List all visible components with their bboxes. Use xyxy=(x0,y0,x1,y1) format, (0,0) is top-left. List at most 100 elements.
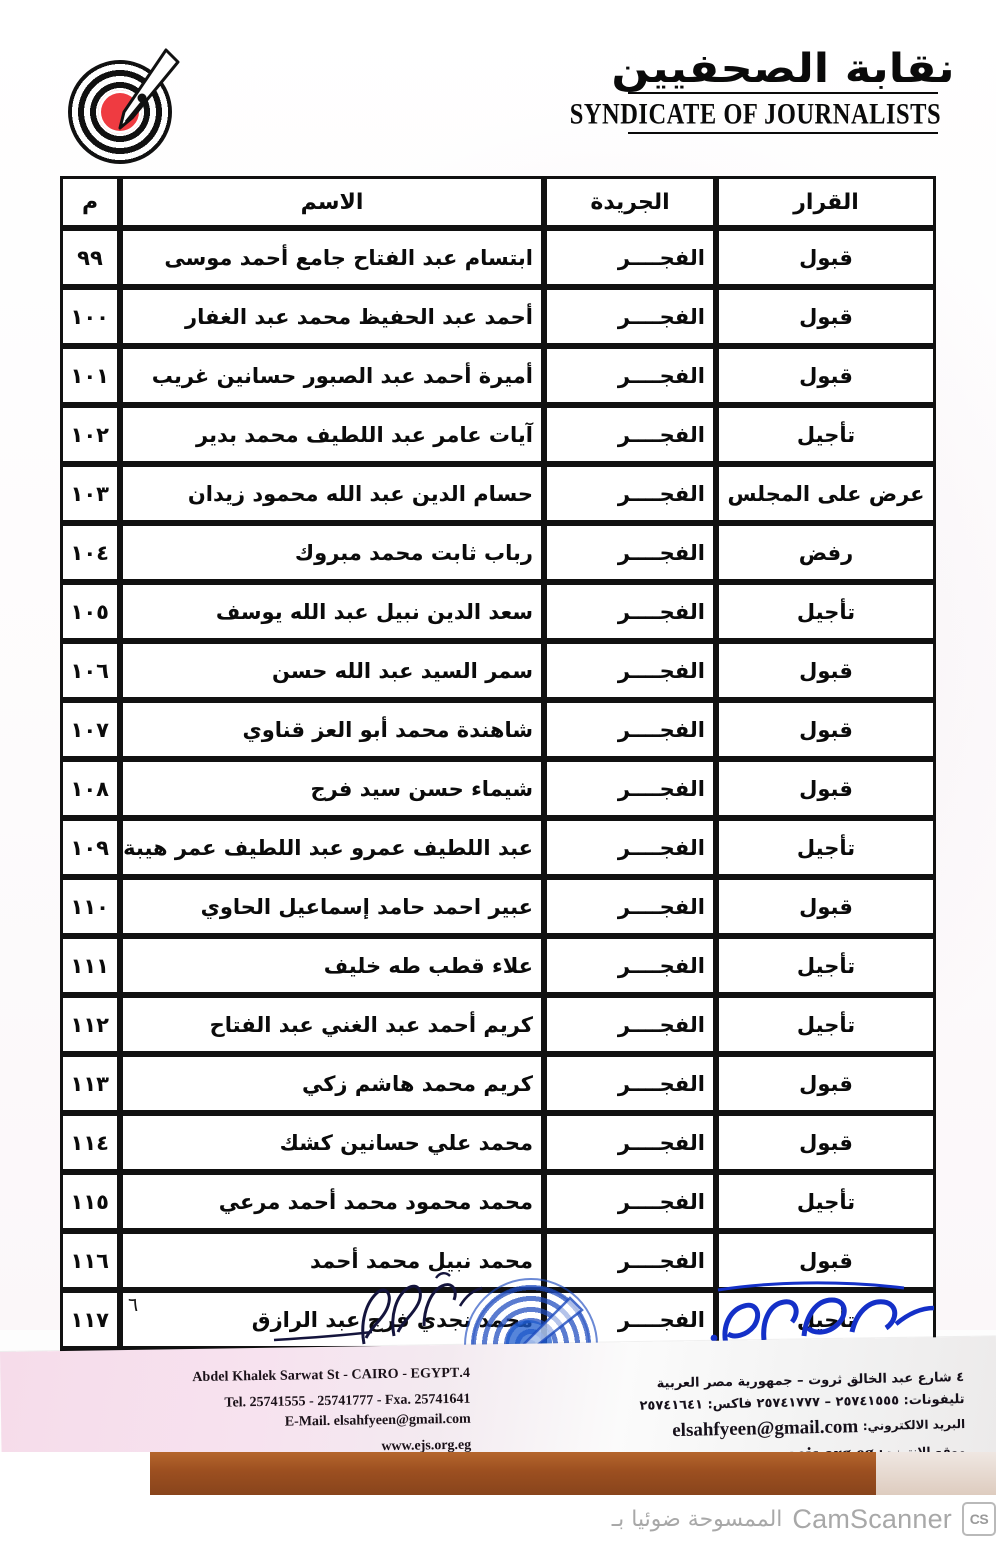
cell-decision: قبول xyxy=(716,759,936,818)
cell-decision: قبول xyxy=(716,877,936,936)
cell-name: حسام الدين عبد الله محمود زيدان xyxy=(120,464,544,523)
table-row: تأجيل الفجــــر كريم أحمد عبد الغني عبد ال… xyxy=(60,995,936,1054)
cell-number: ١٠٤ xyxy=(60,523,120,582)
cell-name: محمد نبيل محمد أحمد xyxy=(120,1231,544,1290)
cell-name: شيماء حسن سيد فرج xyxy=(120,759,544,818)
column-header-newspaper: الجريدة xyxy=(544,176,716,228)
footer-email-en: E-Mail. elsahfyeen@gmail.com xyxy=(284,1411,471,1430)
cell-name: ابتسام عبد الفتاح جامع أحمد موسى xyxy=(120,228,544,287)
syndicate-title-block: نقابة الصحفيين SYNDICATE OF JOURNALISTS xyxy=(570,48,956,134)
desk-surface xyxy=(0,1452,996,1500)
footer-email-ar: البريد الالكتروني: elsahfyeen@gmail.com xyxy=(585,1414,965,1444)
table-row: قبول الفجــــر شيماء حسن سيد فرج ١٠٨ xyxy=(60,759,936,818)
cell-newspaper: الفجــــر xyxy=(544,877,716,936)
footer-email-label-ar: البريد الالكتروني: xyxy=(862,1416,966,1434)
cell-name: آيات عامر عبد اللطيف محمد بدير xyxy=(120,405,544,464)
cell-name: أحمد عبد الحفيظ محمد عبد الغفار xyxy=(120,287,544,346)
cell-number: ١١٤ xyxy=(60,1113,120,1172)
cell-number: ١١٦ xyxy=(60,1231,120,1290)
syndicate-logo xyxy=(62,48,182,172)
cell-name: كريم أحمد عبد الغني عبد الفتاح xyxy=(120,995,544,1054)
cell-newspaper: الفجــــر xyxy=(544,346,716,405)
title-arabic: نقابة الصحفيين xyxy=(611,46,955,92)
table-row: قبول الفجــــر شاهندة محمد أبو العز قناوي ١… xyxy=(60,700,936,759)
title-divider-bottom xyxy=(628,132,938,134)
cell-decision: تأجيل xyxy=(716,995,936,1054)
desk-left-margin xyxy=(0,1452,150,1500)
cell-name: رباب ثابت محمد مبروك xyxy=(120,523,544,582)
cell-name: كريم محمد هاشم زكي xyxy=(120,1054,544,1113)
cell-number: ١١٠ xyxy=(60,877,120,936)
desk-right-margin xyxy=(876,1452,996,1500)
cell-decision: تأجيل xyxy=(716,1172,936,1231)
table-body: قبول الفجــــر ابتسام عبد الفتاح جامع أحمد… xyxy=(60,228,936,1408)
handwritten-signature-left-icon xyxy=(273,1272,483,1345)
cell-number: ١٠١ xyxy=(60,346,120,405)
cell-newspaper: الفجــــر xyxy=(544,700,716,759)
cell-name: عبير احمد حامد إسماعيل الحاوي xyxy=(120,877,544,936)
cell-number: ٩٩ xyxy=(60,228,120,287)
cell-number: ١٠٥ xyxy=(60,582,120,641)
cell-newspaper: الفجــــر xyxy=(544,936,716,995)
table-row: قبول الفجــــر محمد نبيل محمد أحمد ١١٦ xyxy=(60,1231,936,1290)
cell-number: ١٠٨ xyxy=(60,759,120,818)
table-row: عرض على المجلس الفجــــر حسام الدين عبد ال… xyxy=(60,464,936,523)
cell-decision: قبول xyxy=(716,287,936,346)
cell-number: ١٠٠ xyxy=(60,287,120,346)
table-row: تأجيل الفجــــر علاء قطب طه خليف ١١١ xyxy=(60,936,936,995)
cell-number: ١١٧ xyxy=(60,1290,120,1349)
cell-decision: تأجيل xyxy=(716,582,936,641)
table-row: قبول الفجــــر سمر السيد عبد الله حسن ١٠٦ xyxy=(60,641,936,700)
cell-decision: قبول xyxy=(716,228,936,287)
table-row: تأجيل الفجــــر آيات عامر عبد اللطيف محمد … xyxy=(60,405,936,464)
cell-name: محمد محمود محمد أحمد مرعي xyxy=(120,1172,544,1231)
document-header: نقابة الصحفيين SYNDICATE OF JOURNALISTS xyxy=(0,46,996,176)
table-row: قبول الفجــــر كريم محمد هاشم زكي ١١٣ xyxy=(60,1054,936,1113)
footer-phones-ar: تليفونات: ٢٥٧٤١٥٥٥ – ٢٥٧٤١٧٧٧ فاكس: ٢٥٧٤… xyxy=(639,1391,965,1414)
cell-number: ١٠٣ xyxy=(60,464,120,523)
camscanner-arabic-text: الممسوحة ضوئيا بـ xyxy=(611,1506,783,1532)
cell-decision: قبول xyxy=(716,641,936,700)
cell-newspaper: الفجــــر xyxy=(544,995,716,1054)
cell-newspaper: الفجــــر xyxy=(544,641,716,700)
cell-decision: عرض على المجلس xyxy=(716,464,936,523)
table-row: قبول الفجــــر عبير احمد حامد إسماعيل الحا… xyxy=(60,877,936,936)
cell-newspaper: الفجــــر xyxy=(544,818,716,877)
footer-email-value-ar: elsahfyeen@gmail.com xyxy=(672,1416,859,1442)
column-header-number: م xyxy=(60,176,120,228)
cell-decision: قبول xyxy=(716,1054,936,1113)
column-header-decision: القرار xyxy=(716,176,936,228)
page-number: ٦ xyxy=(128,1294,139,1316)
cell-newspaper: الفجــــر xyxy=(544,1054,716,1113)
cell-name: عبد اللطيف عمرو عبد اللطيف عمر هيبة xyxy=(120,818,544,877)
decisions-table: القرار الجريدة الاسم م قبول الفجــــر ابتس… xyxy=(60,176,936,1408)
cell-number: ١١٣ xyxy=(60,1054,120,1113)
table-row: قبول الفجــــر ابتسام عبد الفتاح جامع أحمد… xyxy=(60,228,936,287)
cell-newspaper: الفجــــر xyxy=(544,1113,716,1172)
cell-decision: رفض xyxy=(716,523,936,582)
cell-number: ١٠٦ xyxy=(60,641,120,700)
cell-name: محمد علي حسانين كشك xyxy=(120,1113,544,1172)
cell-decision: تأجيل xyxy=(716,818,936,877)
cell-number: ١١١ xyxy=(60,936,120,995)
cell-name: علاء قطب طه خليف xyxy=(120,936,544,995)
table-header-row: القرار الجريدة الاسم م xyxy=(60,176,936,228)
cell-name: شاهندة محمد أبو العز قناوي xyxy=(120,700,544,759)
camscanner-badge-icon: CS xyxy=(962,1502,996,1536)
cell-decision: تأجيل xyxy=(716,936,936,995)
table-row: تأجيل الفجــــر سعد الدين نبيل عبد الله يو… xyxy=(60,582,936,641)
cell-newspaper: الفجــــر xyxy=(544,1172,716,1231)
footer-phones-en: Tel. 25741555 - 25741777 - Fxa. 25741641 xyxy=(224,1391,471,1411)
cell-name: أميرة أحمد عبد الصبور حسانين غريب xyxy=(120,346,544,405)
cell-number: ١٠٩ xyxy=(60,818,120,877)
camscanner-brand: CamScanner xyxy=(792,1503,952,1534)
table-row: تأجيل الفجــــر عبد اللطيف عمرو عبد اللطيف… xyxy=(60,818,936,877)
camscanner-watermark: CS CamScanner الممسوحة ضوئيا بـ xyxy=(0,1495,996,1543)
table-row: تأجيل الفجــــر محمد محمود محمد أحمد مرعي ١… xyxy=(60,1172,936,1231)
cell-newspaper: الفجــــر xyxy=(544,582,716,641)
footer-english-block: 4.Abdel Khalek Sarwat St - CAIRO - EGYPT… xyxy=(70,1366,471,1460)
cell-newspaper: الفجــــر xyxy=(544,1231,716,1290)
table-row: قبول الفجــــر محمد علي حسانين كشك ١١٤ xyxy=(60,1113,936,1172)
cell-newspaper: الفجــــر xyxy=(544,405,716,464)
